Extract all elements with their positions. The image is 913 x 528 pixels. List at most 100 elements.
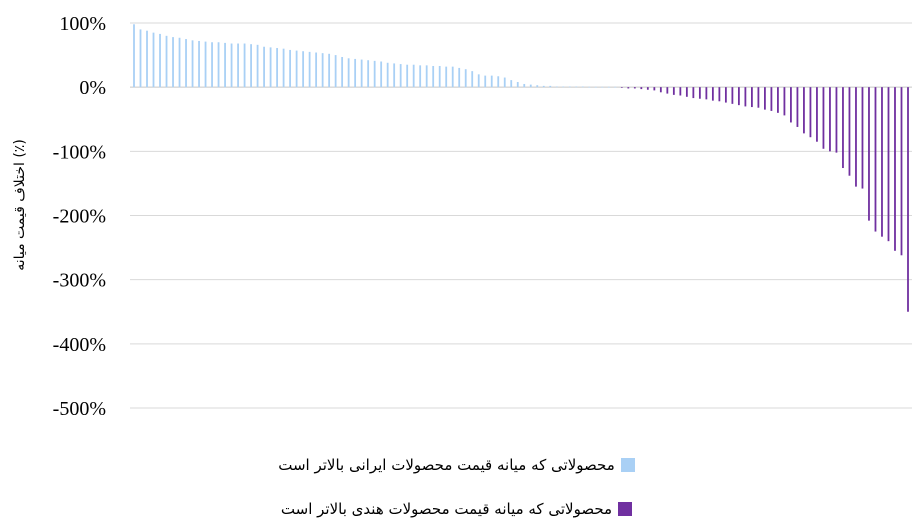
bar-iran (594, 86, 597, 88)
bar-iran (581, 86, 584, 88)
bar-india (646, 87, 649, 90)
bar-india (848, 87, 851, 176)
bar-india (874, 87, 877, 232)
bar-india (757, 87, 760, 108)
bar-iran (562, 86, 565, 88)
bar-iran (360, 59, 363, 88)
bar-iran (490, 75, 493, 88)
bar-iran (315, 52, 318, 88)
bar-iran (256, 44, 259, 88)
bar-india (718, 87, 721, 102)
bar-india (744, 87, 747, 107)
bars (133, 24, 909, 312)
bar-india (868, 87, 870, 221)
y-tick-label: 100% (59, 13, 106, 35)
bar-iran (477, 74, 480, 88)
bar-iran (614, 86, 617, 88)
legend-swatch-iran (620, 458, 635, 472)
bar-iran (497, 76, 500, 88)
bar-iran (568, 86, 571, 88)
bar-iran (393, 63, 396, 88)
bar-iran (347, 58, 350, 88)
bar-iran (282, 48, 285, 88)
bar-iran (380, 61, 383, 88)
bar-india (692, 87, 695, 99)
bar-iran (295, 50, 298, 88)
bar-india (737, 87, 740, 106)
bar-iran (412, 64, 415, 88)
legend-label-india: محصولاتی که میانه قیمت محصولات هندی بالا… (280, 500, 613, 518)
bar-india (842, 87, 844, 169)
bar-india (633, 87, 636, 89)
bar-iran (269, 47, 272, 88)
bar-india (640, 87, 643, 90)
legend-item-iran: محصولاتی که میانه قیمت محصولات ایرانی با… (0, 456, 913, 474)
bar-india (790, 87, 792, 123)
bar-india (770, 87, 773, 111)
bar-india (783, 87, 786, 116)
bar-india (809, 87, 812, 138)
bar-india (627, 87, 630, 89)
bar-iran (198, 40, 200, 88)
bar-iran (321, 53, 324, 88)
bar-iran (406, 64, 409, 88)
bar-iran (367, 60, 370, 88)
bar-india (659, 87, 662, 93)
y-tick-label: -500% (53, 398, 106, 420)
bar-india (620, 87, 623, 88)
bar-iran (464, 69, 467, 88)
bar-india (698, 87, 701, 99)
legend-swatch-india (618, 502, 633, 516)
bar-iran (588, 86, 591, 88)
bar-iran (425, 65, 428, 88)
y-tick-label: -400% (53, 334, 106, 356)
bar-india (672, 87, 675, 95)
bar-iran (250, 44, 252, 88)
bar-india (724, 87, 727, 103)
bar-india (751, 87, 753, 108)
bar-india (777, 87, 779, 113)
bar-iran (458, 67, 461, 88)
bar-india (803, 87, 805, 134)
bar-india (829, 87, 831, 152)
bar-iran (471, 71, 474, 88)
bar-iran (419, 65, 422, 88)
bar-iran (607, 86, 610, 88)
y-tick-label: -100% (53, 141, 106, 163)
bar-iran (243, 43, 246, 88)
bar-iran (354, 58, 357, 88)
bar-india (861, 87, 864, 189)
y-axis-tick-labels: 100% 0% -100% -200% -300% -400% -500% (53, 13, 106, 420)
bar-india (796, 87, 799, 127)
bar-india (822, 87, 825, 149)
bar-iran (510, 80, 513, 88)
bar-iran (536, 85, 539, 88)
bar-iran (529, 84, 532, 88)
bar-iran (308, 51, 311, 88)
bar-india (907, 87, 909, 312)
bar-india (894, 87, 896, 251)
bar-iran (451, 66, 454, 88)
bar-india (705, 87, 708, 100)
bar-india (835, 87, 838, 153)
bar-india (679, 87, 682, 96)
bar-iran (438, 65, 441, 88)
bar-iran (159, 33, 161, 88)
bar-iran (432, 65, 435, 88)
bar-iran (146, 30, 148, 88)
bar-iran (178, 37, 181, 88)
y-tick-label: -300% (53, 270, 106, 292)
bar-iran (133, 24, 135, 88)
bar-iran (555, 86, 558, 88)
bar-iran (445, 66, 448, 88)
bar-iran (289, 49, 291, 88)
bar-india (764, 87, 766, 110)
y-tick-label: -200% (53, 206, 106, 228)
bar-iran (386, 62, 389, 88)
bar-iran (542, 85, 545, 88)
bar-iran (237, 43, 239, 88)
bar-iran (204, 41, 207, 88)
y-axis-label: اختلاف قیمت میانه (٪) (12, 139, 28, 271)
bar-iran (276, 48, 278, 88)
